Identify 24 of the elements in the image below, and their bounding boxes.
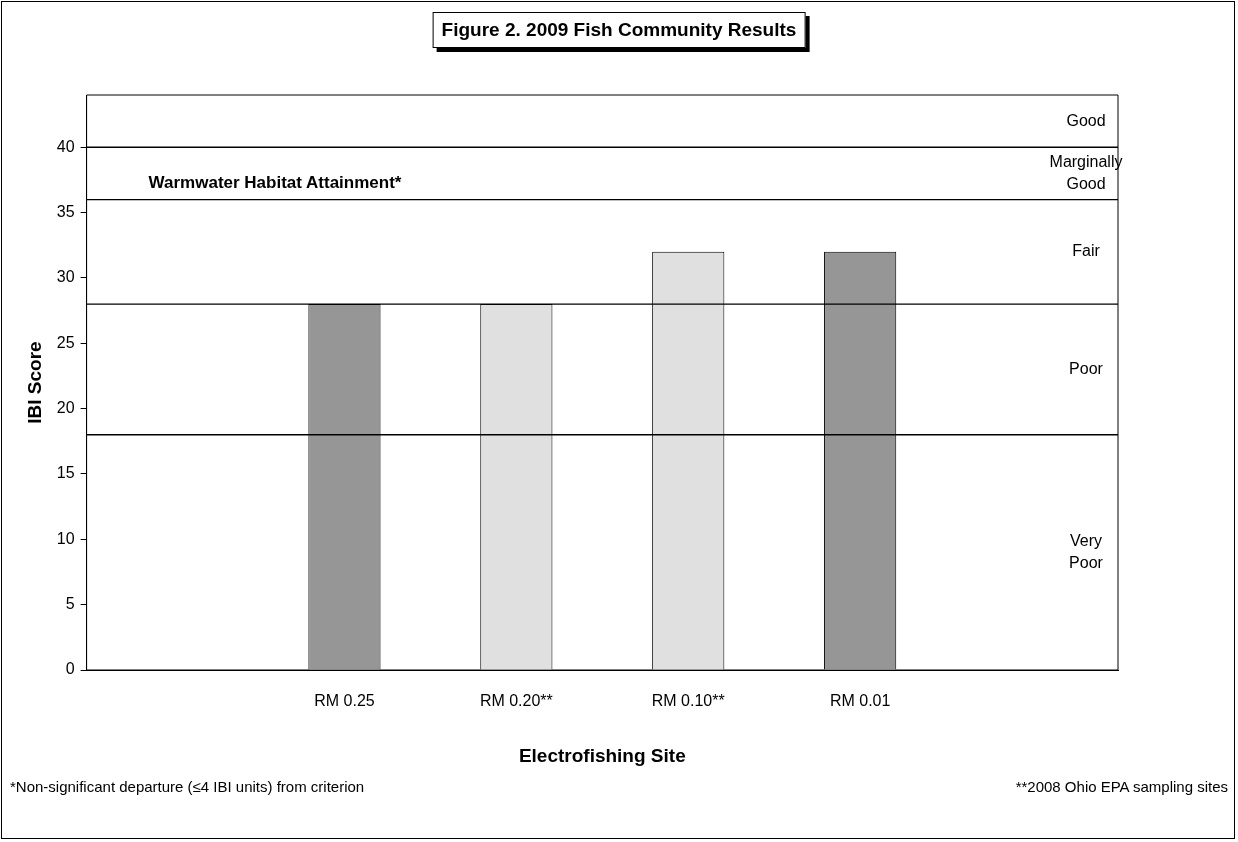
y-tick-label: 30 — [56, 268, 75, 286]
y-tick-label: 10 — [56, 529, 75, 547]
y-tick-label: 40 — [56, 137, 75, 155]
y-tick-label: 20 — [56, 399, 75, 417]
y-tick-label: 0 — [65, 660, 75, 678]
chart-title: Figure 2. 2009 Fish Community Results — [432, 12, 806, 48]
y-tick-label: 15 — [56, 464, 75, 482]
y-tick-label: 25 — [56, 333, 75, 351]
x-tick-label: RM 0.20** — [479, 692, 553, 710]
annotation: Very Poor — [1069, 531, 1104, 571]
y-axis-title: IBI Score — [23, 341, 45, 424]
y-tick-label: 5 — [65, 595, 75, 613]
annotation: Fair — [1072, 242, 1101, 260]
annotation: Good — [1066, 111, 1106, 129]
x-tick-label: RM 0.01 — [829, 692, 891, 710]
text: *Non-significant departure (≤4 IBI units) from criterion — [10, 778, 365, 795]
y-tick-label: 35 — [56, 203, 75, 221]
annotation: Marginally Good — [1049, 152, 1123, 192]
text: **2008 Ohio EPA sampling sites — [1015, 778, 1228, 795]
annotation: Poor — [1069, 359, 1104, 377]
ref-line-label: Warmwater Habitat Attainment* — [148, 172, 402, 192]
x-tick-label: RM 0.25 — [314, 692, 375, 710]
x-axis-title: Electrofishing Site — [518, 744, 686, 766]
x-tick-label: RM 0.10** — [651, 692, 725, 710]
